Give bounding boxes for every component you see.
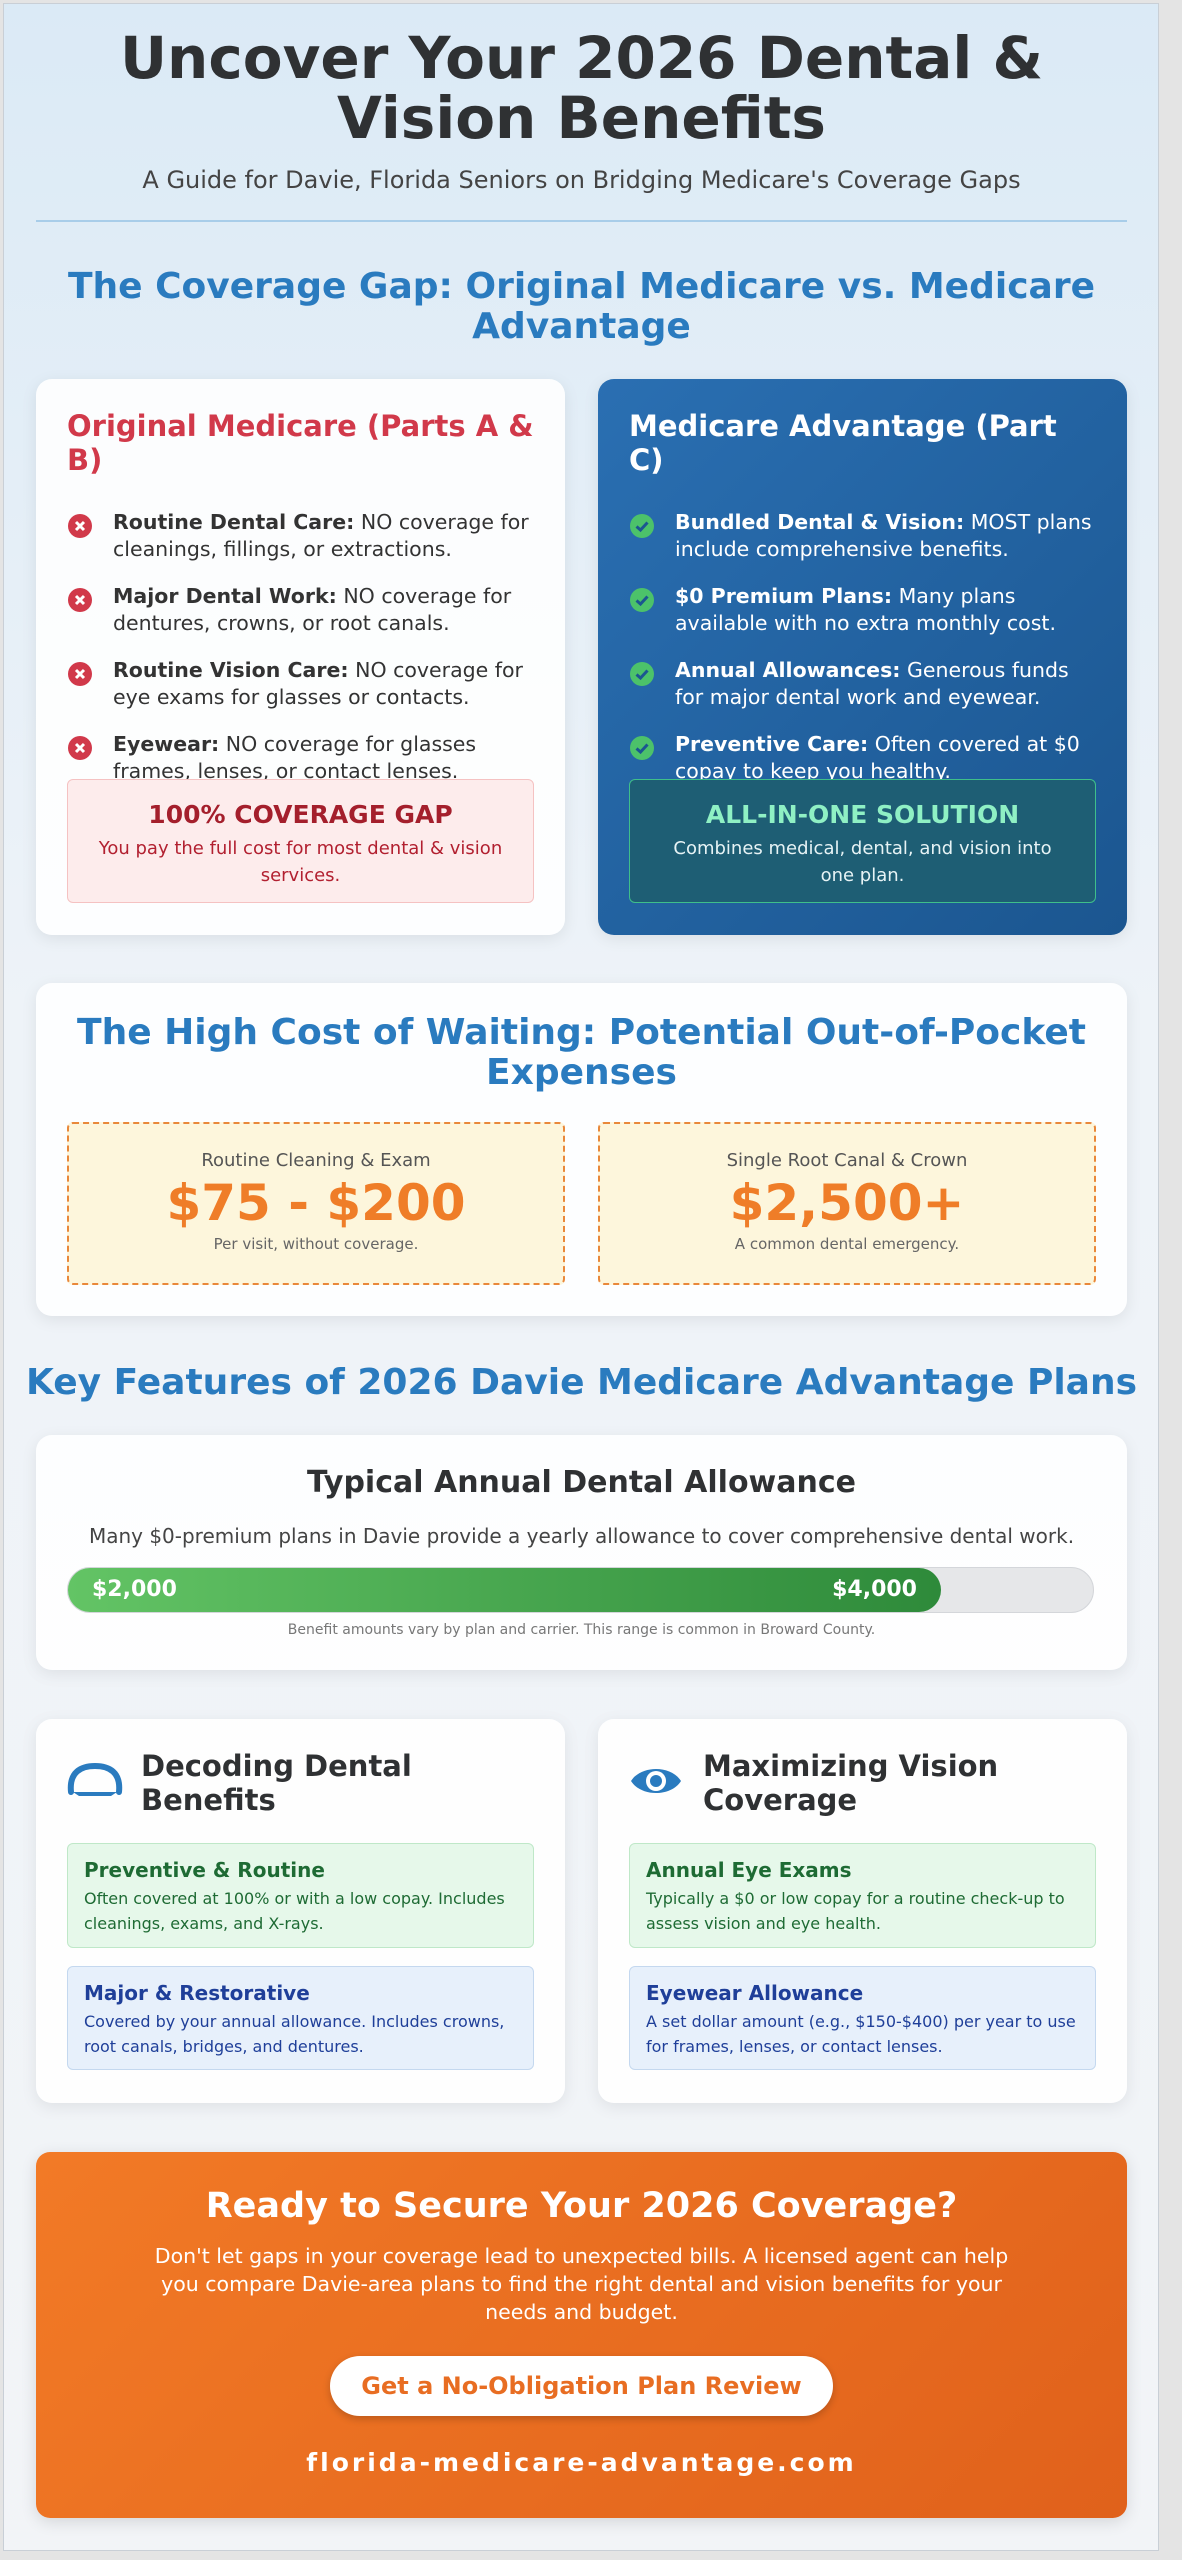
allowance-note: Benefit amounts vary by plan and carrier… — [287, 1622, 876, 1638]
coverage-item: $0 Premium Plans: Many plans available w… — [629, 583, 1099, 637]
coverage-item: Eyewear: NO coverage for glasses frames,… — [67, 731, 537, 785]
coverage-item: Annual Allowances: Generous funds for ma… — [629, 657, 1099, 711]
item-label: Annual Allowances: — [675, 658, 901, 682]
status-icon — [630, 514, 654, 538]
item-label: Major Dental Work: — [113, 584, 337, 608]
dental-card: Decoding Dental Benefits Preventive & Ro… — [36, 1719, 565, 2103]
allowance-range: $2,000 $4,000 — [68, 1568, 941, 1612]
item-text: Routine Dental Care: NO coverage for cle… — [113, 509, 537, 563]
card-title: Medicare Advantage (Part C) — [629, 409, 1057, 477]
cost-label: Single Root Canal & Crown — [726, 1150, 968, 1171]
status-icon — [68, 514, 92, 538]
cost-amount: $2,500+ — [729, 1174, 965, 1232]
site-url: florida-medicare-advantage.com — [306, 2448, 857, 2477]
box-text: Typically a $0 or low copay for a routin… — [646, 1889, 1065, 1933]
item-text: Annual Allowances: Generous funds for ma… — [675, 657, 1099, 711]
box-text: Covered by your annual allowance. Includ… — [84, 2012, 505, 2056]
item-text: Preventive Care: Often covered at $0 cop… — [675, 731, 1099, 785]
coverage-item: Major Dental Work: NO coverage for dentu… — [67, 583, 537, 637]
item-label: Eyewear: — [113, 732, 220, 756]
status-icon — [68, 588, 92, 612]
cta-text: Don't let gaps in your coverage lead to … — [154, 2244, 1009, 2324]
status-icon — [68, 662, 92, 686]
allowance-title: Typical Annual Dental Allowance — [307, 1465, 856, 1500]
cta-button[interactable]: Get a No-Obligation Plan Review — [330, 2356, 833, 2416]
item-text: Bundled Dental & Vision: MOST plans incl… — [675, 509, 1099, 563]
vision-card: Maximizing Vision Coverage Annual Eye Ex… — [598, 1719, 1127, 2103]
item-text: Routine Vision Care: NO coverage for eye… — [113, 657, 537, 711]
item-label: Routine Dental Care: — [113, 510, 355, 534]
callout-text: Combines medical, dental, and vision int… — [673, 838, 1052, 886]
box-title: Preventive & Routine — [84, 1858, 325, 1882]
status-icon — [68, 736, 92, 760]
item-label: Routine Vision Care: — [113, 658, 349, 682]
coverage-item: Routine Dental Care: NO coverage for cle… — [67, 509, 537, 563]
cost-section: The High Cost of Waiting: Potential Out-… — [36, 983, 1127, 1316]
cost-note: Per visit, without coverage. — [213, 1235, 419, 1253]
item-text: $0 Premium Plans: Many plans available w… — [675, 583, 1099, 637]
eye-icon — [631, 1769, 681, 1793]
item-detail: Generous funds for major dental work and… — [675, 658, 1069, 709]
range-high: $4,000 — [832, 1577, 917, 1602]
callout-text: You pay the full cost for most dental & … — [98, 838, 503, 886]
box-text: A set dollar amount (e.g., $150-$400) pe… — [646, 2012, 1076, 2056]
dental-icon — [67, 1762, 123, 1796]
box-text: Often covered at 100% or with a low copa… — [84, 1889, 505, 1933]
subtitle: A Guide for Davie, Florida Seniors on Br… — [142, 166, 1021, 194]
item-text: Eyewear: NO coverage for glasses frames,… — [113, 731, 537, 785]
allowance-track: $2,000 $4,000 — [67, 1567, 1094, 1613]
benefit-box: Annual Eye Exams Typically a $0 or low c… — [629, 1843, 1096, 1948]
item-label: $0 Premium Plans: — [675, 584, 893, 608]
cta-title: Ready to Secure Your 2026 Coverage? — [205, 2186, 958, 2226]
item-detail: NO coverage for eye exams for glasses or… — [113, 658, 523, 709]
callout-title: ALL-IN-ONE SOLUTION — [705, 800, 1020, 829]
card-title: Decoding Dental Benefits — [141, 1749, 412, 1817]
allowance-card: Typical Annual Dental Allowance Many $0-… — [36, 1435, 1127, 1670]
advantage-card: Medicare Advantage (Part C) Bundled Dent… — [598, 379, 1127, 935]
divider — [36, 220, 1127, 222]
allowance-text: Many $0-premium plans in Davie provide a… — [88, 1524, 1075, 1548]
range-low: $2,000 — [92, 1577, 177, 1602]
section-heading: The High Cost of Waiting: Potential Out-… — [77, 1012, 1086, 1093]
status-icon — [630, 588, 654, 612]
item-detail: NO coverage for cleanings, fillings, or … — [113, 510, 529, 561]
page-title: Uncover Your 2026 Dental & Vision Benefi… — [119, 24, 1044, 152]
original-medicare-card: Original Medicare (Parts A & B) Routine … — [36, 379, 565, 935]
box-title: Eyewear Allowance — [646, 1981, 864, 2005]
section-heading: Key Features of 2026 Davie Medicare Adva… — [25, 1362, 1138, 1403]
cost-box: Routine Cleaning & Exam $75 - $200 Per v… — [67, 1122, 565, 1285]
status-icon — [630, 662, 654, 686]
cost-note: A common dental emergency. — [734, 1235, 960, 1253]
coverage-item: Bundled Dental & Vision: MOST plans incl… — [629, 509, 1099, 563]
callout-title: 100% COVERAGE GAP — [148, 800, 453, 829]
cost-amount: $75 - $200 — [166, 1174, 466, 1232]
cta-section: Ready to Secure Your 2026 Coverage? Don'… — [36, 2152, 1127, 2518]
coverage-item: Preventive Care: Often covered at $0 cop… — [629, 731, 1099, 785]
status-icon — [630, 736, 654, 760]
item-text: Major Dental Work: NO coverage for dentu… — [113, 583, 537, 637]
solution-callout: ALL-IN-ONE SOLUTION Combines medical, de… — [629, 779, 1096, 903]
card-title: Maximizing Vision Coverage — [703, 1749, 999, 1817]
item-detail: MOST plans include comprehensive benefit… — [675, 510, 1092, 561]
card-title: Original Medicare (Parts A & B) — [67, 409, 534, 477]
section-heading: The Coverage Gap: Original Medicare vs. … — [67, 266, 1096, 347]
box-title: Major & Restorative — [84, 1981, 310, 2005]
item-detail: Many plans available with no extra month… — [675, 584, 1056, 635]
gap-callout: 100% COVERAGE GAP You pay the full cost … — [67, 779, 534, 903]
cost-label: Routine Cleaning & Exam — [201, 1150, 431, 1171]
benefit-box: Eyewear Allowance A set dollar amount (e… — [629, 1966, 1096, 2070]
cost-box: Single Root Canal & Crown $2,500+ A comm… — [598, 1122, 1096, 1285]
item-label: Bundled Dental & Vision: — [675, 510, 965, 534]
benefit-box: Preventive & Routine Often covered at 10… — [67, 1843, 534, 1948]
item-label: Preventive Care: — [675, 732, 869, 756]
box-title: Annual Eye Exams — [646, 1858, 852, 1882]
item-detail: NO coverage for dentures, crowns, or roo… — [113, 584, 512, 635]
benefit-box: Major & Restorative Covered by your annu… — [67, 1966, 534, 2070]
coverage-item: Routine Vision Care: NO coverage for eye… — [67, 657, 537, 711]
